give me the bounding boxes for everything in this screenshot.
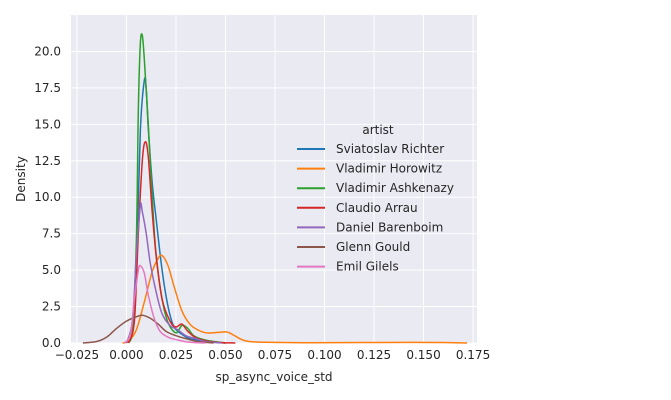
legend: artist Sviatoslav Richter Vladimir Horowi… (297, 123, 454, 274)
x-tick-label: 0.000 (109, 348, 143, 362)
plot-area (71, 15, 477, 343)
y-tick-label: 20.0 (34, 44, 61, 58)
y-tick-label: 17.5 (34, 81, 61, 95)
x-tick-label: 0.050 (208, 348, 242, 362)
legend-label-claudio-arrau: Claudio Arrau (336, 201, 418, 215)
legend-label-sviatoslav-richter: Sviatoslav Richter (336, 142, 444, 156)
y-tick-label: 10.0 (34, 190, 61, 204)
legend-label-emil-gilels: Emil Gilels (336, 260, 399, 274)
legend-title: artist (362, 123, 394, 137)
x-tick-label: 0.075 (258, 348, 292, 362)
legend-label-daniel-barenboim: Daniel Barenboim (336, 220, 443, 234)
x-tick-labels: −0.025 0.000 0.025 0.050 0.075 0.100 0.125 0.15… (55, 348, 490, 362)
x-tick-label: 0.125 (357, 348, 391, 362)
legend-label-vladimir-horowitz: Vladimir Horowitz (336, 162, 442, 176)
legend-label-glenn-gould: Glenn Gould (336, 240, 410, 254)
x-tick-label: 0.175 (456, 348, 490, 362)
y-tick-label: 15.0 (34, 117, 61, 131)
x-tick-label: −0.025 (55, 348, 99, 362)
x-tick-label: 0.025 (159, 348, 193, 362)
y-tick-label: 7.5 (42, 227, 61, 241)
density-curves (82, 33, 468, 344)
x-tick-label: 0.100 (307, 348, 341, 362)
density-line-vladimir-ashkenazy (127, 33, 226, 344)
y-axis-label: Density (14, 156, 28, 202)
density-line-glenn-gould (82, 314, 214, 344)
x-axis-label: sp_async_voice_std (215, 370, 332, 384)
y-tick-label: 12.5 (34, 154, 61, 168)
y-tick-label: 5.0 (42, 263, 61, 277)
x-tick-label: 0.150 (406, 348, 440, 362)
density-line-emil-gilels (123, 264, 206, 344)
y-tick-label: 2.5 (42, 300, 61, 314)
y-tick-labels: 0.0 2.5 5.0 7.5 10.0 12.5 15.0 17.5 20.0 (34, 44, 61, 350)
density-line-daniel-barenboim (125, 202, 222, 344)
y-tick-label: 0.0 (42, 336, 61, 350)
legend-label-vladimir-ashkenazy: Vladimir Ashkenazy (336, 181, 454, 195)
